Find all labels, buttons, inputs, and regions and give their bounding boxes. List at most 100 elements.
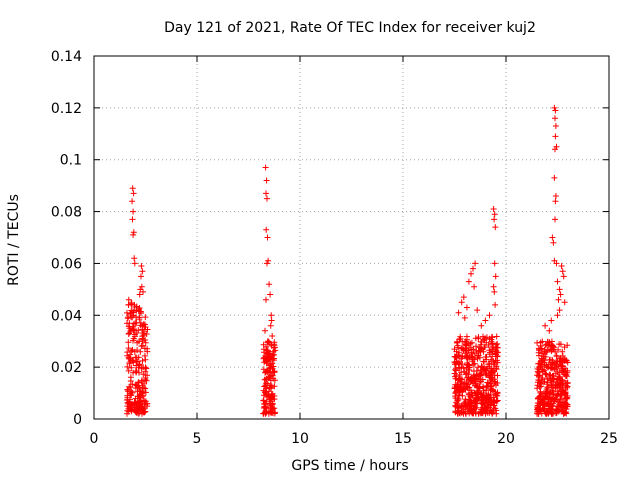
- data-point: [265, 350, 272, 357]
- data-point: [551, 104, 558, 111]
- data-point: [268, 372, 275, 379]
- data-point: [481, 358, 487, 365]
- data-point: [563, 395, 570, 402]
- data-point: [130, 229, 137, 236]
- data-point: [539, 338, 546, 345]
- data-point: [125, 354, 132, 361]
- data-point: [559, 348, 566, 355]
- data-point: [462, 380, 469, 387]
- data-point: [474, 307, 481, 314]
- data-point: [534, 372, 540, 379]
- x-tick-label: 0: [90, 431, 99, 447]
- data-point: [550, 239, 557, 246]
- data-point: [455, 309, 462, 316]
- data-point: [556, 341, 563, 348]
- data-point: [548, 317, 555, 324]
- data-point: [124, 315, 131, 322]
- data-point: [490, 361, 497, 368]
- x-axis-label: GPS time / hours: [291, 458, 408, 474]
- data-point: [263, 380, 270, 387]
- y-tick-label: 0.12: [51, 101, 82, 117]
- data-point: [553, 365, 560, 371]
- y-tick-label: 0.04: [51, 308, 82, 324]
- data-point: [552, 198, 559, 205]
- data-point: [555, 346, 562, 353]
- data-point: [485, 380, 492, 387]
- data-point: [462, 350, 469, 357]
- data-point: [137, 319, 144, 326]
- data-point: [136, 361, 143, 368]
- data-point: [564, 367, 571, 374]
- data-point: [550, 388, 557, 395]
- data-point: [267, 364, 274, 371]
- data-point: [128, 391, 135, 398]
- data-point: [489, 410, 496, 417]
- data-point: [559, 377, 566, 384]
- data-point: [488, 398, 495, 405]
- data-point: [564, 395, 571, 401]
- data-point: [542, 410, 549, 417]
- data-point: [465, 347, 472, 354]
- data-point: [553, 410, 559, 417]
- data-point: [139, 330, 146, 336]
- data-point: [461, 314, 468, 321]
- data-point: [269, 333, 276, 339]
- data-point: [138, 365, 145, 372]
- data-point: [127, 378, 134, 384]
- data-point: [482, 317, 489, 324]
- data-point: [472, 260, 479, 267]
- data-point: [475, 364, 481, 371]
- data-point: [489, 340, 496, 347]
- data-point: [488, 374, 495, 381]
- y-tick-label: 0.08: [51, 205, 82, 221]
- data-point: [478, 339, 485, 345]
- data-point: [560, 408, 567, 415]
- plot-frame: [93, 55, 610, 420]
- data-point: [549, 346, 555, 353]
- data-point: [265, 257, 272, 264]
- data-point: [126, 330, 133, 337]
- data-point: [142, 356, 149, 363]
- data-point: [562, 389, 569, 396]
- data-point: [546, 341, 553, 348]
- data-point: [539, 367, 546, 373]
- data-point: [472, 378, 479, 385]
- data-point: [138, 343, 145, 350]
- data-point: [492, 379, 499, 386]
- data-point: [558, 358, 565, 365]
- data-point: [534, 339, 541, 346]
- data-point: [494, 392, 501, 399]
- data-point: [130, 337, 136, 344]
- data-point: [462, 410, 469, 417]
- data-point: [452, 366, 459, 373]
- data-point: [129, 381, 136, 388]
- data-point: [451, 370, 458, 377]
- data-point: [484, 383, 491, 390]
- data-point: [554, 278, 561, 285]
- data-point: [560, 273, 567, 280]
- data-point: [455, 395, 462, 402]
- data-point: [130, 231, 137, 238]
- data-point: [564, 380, 571, 387]
- data-point: [451, 346, 458, 353]
- data-point: [135, 306, 142, 313]
- data-point: [456, 410, 463, 416]
- data-point: [551, 376, 557, 383]
- data-point: [130, 359, 137, 366]
- data-point: [488, 333, 495, 340]
- data-point: [124, 386, 131, 393]
- data-point: [132, 400, 139, 407]
- data-point: [472, 401, 479, 407]
- data-point: [142, 364, 149, 371]
- data-point: [544, 364, 551, 371]
- data-point: [270, 348, 277, 355]
- data-point: [539, 359, 546, 366]
- data-point: [130, 369, 137, 376]
- data-point: [492, 388, 499, 395]
- data-point: [558, 263, 565, 269]
- data-point: [537, 380, 544, 387]
- x-tick-label: 25: [600, 431, 618, 447]
- data-point: [267, 291, 274, 298]
- data-point: [470, 368, 477, 375]
- data-point: [552, 382, 559, 389]
